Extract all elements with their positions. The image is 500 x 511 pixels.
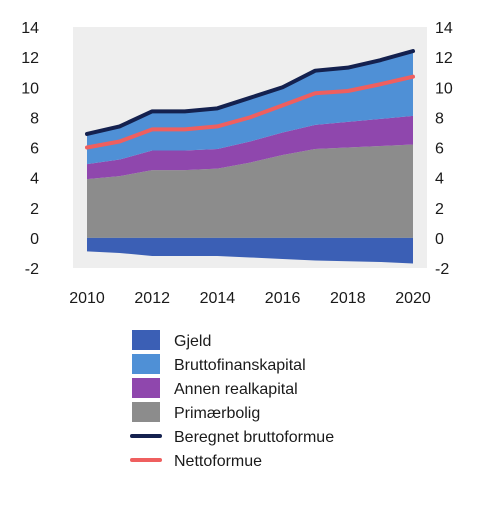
y-tick-left: 4 (30, 171, 39, 188)
area-annen-realkapital (87, 115, 413, 180)
legend-swatch-primærbolig (132, 402, 160, 422)
y-tick-left: 2 (30, 201, 39, 218)
x-tick-label: 2010 (69, 290, 105, 307)
y-tick-left: 12 (21, 50, 39, 67)
x-tick-label: 2020 (395, 290, 431, 307)
y-tick-left: 6 (30, 141, 39, 158)
legend: Gjeld Bruttofinanskapital Annen realkapita… (130, 330, 334, 470)
x-tick-label: 2012 (134, 290, 170, 307)
legend-label-beregnet-bruttoformue: Beregnet bruttoformue (174, 429, 334, 446)
plot-area (73, 27, 427, 268)
area-gjeld (87, 237, 413, 264)
y-tick-right: 2 (435, 201, 444, 218)
x-tick-label: 2018 (330, 290, 366, 307)
legend-label-nettoformue: Nettoformue (174, 453, 262, 470)
y-tick-left: 14 (21, 20, 39, 37)
legend-label-gjeld: Gjeld (174, 333, 211, 350)
legend-swatch-gjeld (132, 330, 160, 350)
legend-swatch-annen-realkapital (132, 378, 160, 398)
y-tick-right: 6 (435, 141, 444, 158)
axes: -2 -2 0 0 2 2 4 4 6 6 8 8 10 10 12 12 14 14 2010 2012 2014 20… (21, 20, 453, 307)
x-tick-label: 2016 (265, 290, 301, 307)
y-tick-left: 8 (30, 110, 39, 127)
x-tick-label: 2014 (200, 290, 236, 307)
legend-label-bruttofinanskapital: Bruttofinanskapital (174, 357, 306, 374)
legend-swatch-bruttofinanskapital (132, 354, 160, 374)
area-bruttofinanskapital (87, 51, 413, 165)
y-tick-right: 14 (435, 20, 453, 37)
y-tick-right: 0 (435, 231, 444, 248)
y-tick-right: 10 (435, 80, 453, 97)
y-tick-left: 10 (21, 80, 39, 97)
area-primærbolig (87, 144, 413, 238)
legend-label-primærbolig: Primærbolig (174, 405, 260, 422)
y-tick-left: 0 (30, 231, 39, 248)
line-nettoformue (85, 74, 415, 150)
line-beregnet-bruttoformue (85, 49, 415, 136)
legend-label-annen-realkapital: Annen realkapital (174, 381, 298, 398)
y-tick-right: 12 (435, 50, 453, 67)
y-tick-right: 8 (435, 110, 444, 127)
y-tick-right: 4 (435, 171, 444, 188)
y-tick-left: -2 (25, 261, 39, 278)
y-tick-right: -2 (435, 261, 449, 278)
